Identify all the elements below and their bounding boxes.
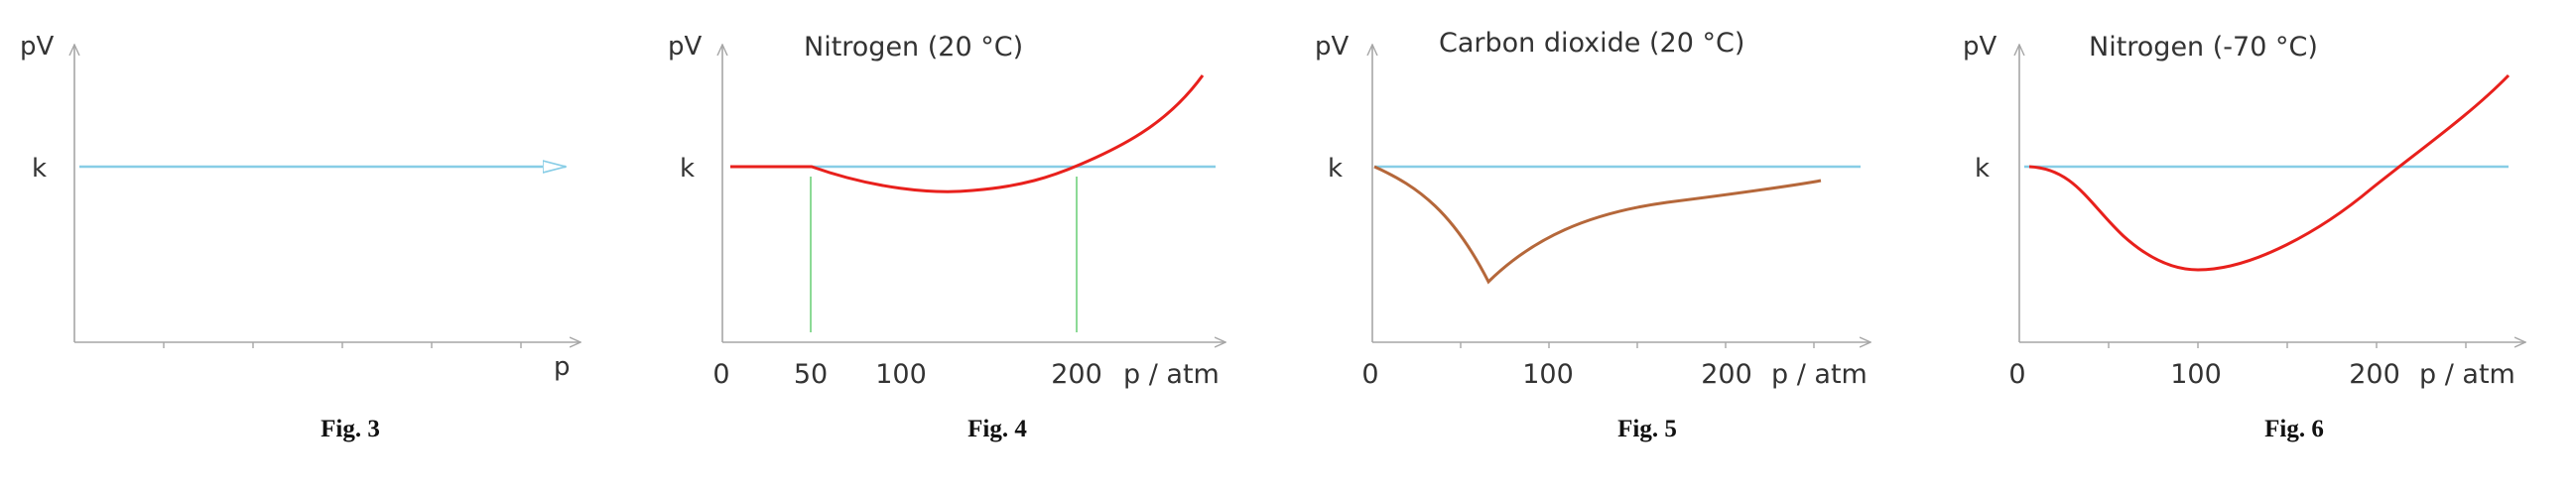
x-tick-label-200: 200	[1051, 359, 1102, 390]
k-label: k	[1975, 154, 1990, 184]
pv-curve-nitrogen-minus70c	[2028, 73, 2511, 272]
x-tick-marks	[2108, 342, 2467, 348]
figure-6: pV Nitrogen (-70 °C) k 0 100 200 p / atm…	[1963, 32, 2525, 442]
x-tick-label-100: 100	[875, 359, 927, 390]
x-axis-label: p / atm	[2419, 359, 2515, 390]
figure-caption: Fig. 6	[2264, 416, 2324, 442]
y-axis-label: pV	[668, 32, 703, 62]
k-label: k	[680, 154, 695, 184]
x-tick-marks	[1460, 342, 1815, 348]
k-label: k	[1328, 154, 1343, 184]
x-tick-label-0: 0	[712, 359, 729, 390]
pv-curve-nitrogen-20c	[730, 74, 1205, 193]
figure-4: pV Nitrogen (20 °C) k 0 50 100 200 p / a…	[668, 32, 1225, 442]
x-tick-label-100: 100	[1522, 359, 1574, 390]
x-tick-label-0: 0	[2008, 359, 2025, 390]
chart-title: Nitrogen (-70 °C)	[2089, 32, 2318, 62]
figure-caption: Fig. 3	[321, 416, 380, 442]
x-axis-label: p / atm	[1123, 359, 1220, 390]
chart-title: Carbon dioxide (20 °C)	[1439, 28, 1744, 59]
chart-title: Nitrogen (20 °C)	[804, 32, 1023, 62]
figure-5: pV Carbon dioxide (20 °C) k 0 100 200 p …	[1315, 28, 1870, 442]
k-label: k	[32, 154, 47, 184]
x-axis-label: p / atm	[1771, 359, 1868, 390]
figure-caption: Fig. 5	[1617, 416, 1677, 442]
pv-curve-carbon-dioxide-20c	[1373, 165, 1822, 285]
x-tick-marks	[163, 342, 522, 348]
x-tick-label-200: 200	[2349, 359, 2400, 390]
x-tick-label-50: 50	[794, 359, 828, 390]
x-tick-label-200: 200	[1701, 359, 1752, 390]
x-axis-label: p	[554, 352, 571, 382]
x-tick-label-0: 0	[1361, 359, 1378, 390]
x-tick-label-100: 100	[2170, 359, 2222, 390]
y-axis-label: pV	[1963, 32, 1997, 62]
figure-caption: Fig. 4	[967, 416, 1027, 442]
y-axis-label: pV	[1315, 32, 1350, 62]
figure-3: pV k p Fig. 3	[20, 32, 580, 442]
y-axis-label: pV	[20, 32, 55, 62]
